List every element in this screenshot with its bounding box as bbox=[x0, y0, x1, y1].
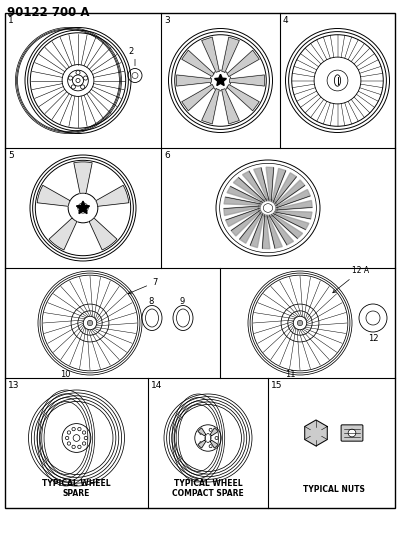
Text: TYPICAL WHEEL: TYPICAL WHEEL bbox=[42, 479, 111, 488]
Polygon shape bbox=[274, 211, 312, 219]
Circle shape bbox=[297, 320, 303, 326]
Polygon shape bbox=[224, 206, 260, 215]
Circle shape bbox=[68, 193, 98, 223]
Text: 8: 8 bbox=[148, 297, 153, 306]
Polygon shape bbox=[240, 212, 262, 243]
Text: 15: 15 bbox=[271, 381, 282, 390]
Text: 7: 7 bbox=[128, 278, 157, 294]
Text: COMPACT SPARE: COMPACT SPARE bbox=[172, 489, 244, 498]
Circle shape bbox=[78, 427, 81, 431]
Polygon shape bbox=[198, 428, 206, 436]
Polygon shape bbox=[230, 75, 264, 86]
Polygon shape bbox=[182, 85, 214, 111]
Circle shape bbox=[66, 437, 69, 440]
Text: 13: 13 bbox=[8, 381, 20, 390]
Circle shape bbox=[82, 431, 86, 434]
Polygon shape bbox=[177, 75, 211, 86]
Polygon shape bbox=[210, 440, 218, 448]
Text: 2: 2 bbox=[128, 47, 133, 56]
Text: 6: 6 bbox=[164, 151, 170, 160]
Polygon shape bbox=[227, 50, 259, 76]
Circle shape bbox=[72, 427, 75, 431]
Circle shape bbox=[314, 57, 361, 104]
Circle shape bbox=[68, 76, 72, 80]
Circle shape bbox=[81, 85, 85, 89]
Text: 11: 11 bbox=[285, 370, 296, 379]
Circle shape bbox=[310, 426, 322, 440]
Polygon shape bbox=[275, 180, 305, 206]
Polygon shape bbox=[202, 88, 219, 124]
Text: 9: 9 bbox=[179, 297, 184, 306]
Ellipse shape bbox=[205, 434, 211, 442]
Circle shape bbox=[348, 429, 356, 437]
Circle shape bbox=[84, 76, 88, 80]
Polygon shape bbox=[254, 168, 269, 201]
Polygon shape bbox=[242, 171, 267, 201]
Polygon shape bbox=[273, 213, 309, 230]
Polygon shape bbox=[272, 168, 286, 203]
Text: TYPICAL NUTS: TYPICAL NUTS bbox=[303, 485, 365, 494]
Circle shape bbox=[82, 442, 86, 445]
Circle shape bbox=[76, 70, 80, 75]
Circle shape bbox=[209, 429, 212, 431]
Polygon shape bbox=[266, 167, 274, 201]
Polygon shape bbox=[231, 210, 261, 236]
Polygon shape bbox=[222, 37, 239, 72]
Polygon shape bbox=[262, 215, 270, 249]
Circle shape bbox=[76, 78, 80, 83]
Polygon shape bbox=[214, 74, 226, 86]
Polygon shape bbox=[274, 173, 296, 204]
Polygon shape bbox=[267, 215, 282, 248]
Polygon shape bbox=[89, 218, 117, 250]
Circle shape bbox=[84, 437, 88, 440]
Circle shape bbox=[210, 70, 231, 91]
Polygon shape bbox=[227, 85, 259, 111]
Text: 5: 5 bbox=[8, 151, 14, 160]
Text: TYPICAL WHEEL: TYPICAL WHEEL bbox=[174, 479, 242, 488]
Polygon shape bbox=[250, 213, 264, 248]
Polygon shape bbox=[269, 215, 294, 245]
Polygon shape bbox=[37, 185, 70, 206]
Polygon shape bbox=[210, 428, 218, 436]
Circle shape bbox=[200, 431, 202, 434]
Polygon shape bbox=[96, 185, 129, 206]
Text: 14: 14 bbox=[151, 381, 162, 390]
Polygon shape bbox=[202, 37, 219, 72]
Ellipse shape bbox=[258, 199, 278, 217]
Text: 4: 4 bbox=[283, 16, 289, 25]
Circle shape bbox=[72, 445, 75, 449]
Polygon shape bbox=[76, 201, 90, 214]
Polygon shape bbox=[182, 50, 214, 76]
Text: 12 A: 12 A bbox=[333, 266, 369, 293]
Text: 3: 3 bbox=[164, 16, 170, 25]
Polygon shape bbox=[227, 187, 263, 204]
Polygon shape bbox=[276, 189, 310, 208]
Text: 90122 700 A: 90122 700 A bbox=[7, 6, 90, 19]
Polygon shape bbox=[74, 162, 92, 193]
Circle shape bbox=[200, 441, 202, 445]
FancyBboxPatch shape bbox=[341, 425, 363, 441]
Text: SPARE: SPARE bbox=[63, 489, 90, 498]
Polygon shape bbox=[49, 218, 77, 250]
Polygon shape bbox=[222, 88, 239, 124]
Polygon shape bbox=[276, 200, 312, 210]
Circle shape bbox=[209, 445, 212, 448]
Circle shape bbox=[71, 85, 75, 89]
Text: 12: 12 bbox=[368, 334, 378, 343]
Circle shape bbox=[78, 445, 81, 449]
Circle shape bbox=[215, 437, 218, 440]
Polygon shape bbox=[198, 440, 206, 448]
Ellipse shape bbox=[334, 75, 341, 86]
Text: 1: 1 bbox=[8, 16, 14, 25]
Circle shape bbox=[67, 442, 71, 445]
Polygon shape bbox=[233, 177, 265, 202]
Polygon shape bbox=[305, 420, 327, 446]
Circle shape bbox=[67, 431, 71, 434]
Polygon shape bbox=[271, 214, 303, 238]
Text: 10: 10 bbox=[60, 370, 70, 379]
Polygon shape bbox=[226, 208, 260, 227]
Polygon shape bbox=[224, 197, 262, 205]
Circle shape bbox=[87, 320, 93, 326]
